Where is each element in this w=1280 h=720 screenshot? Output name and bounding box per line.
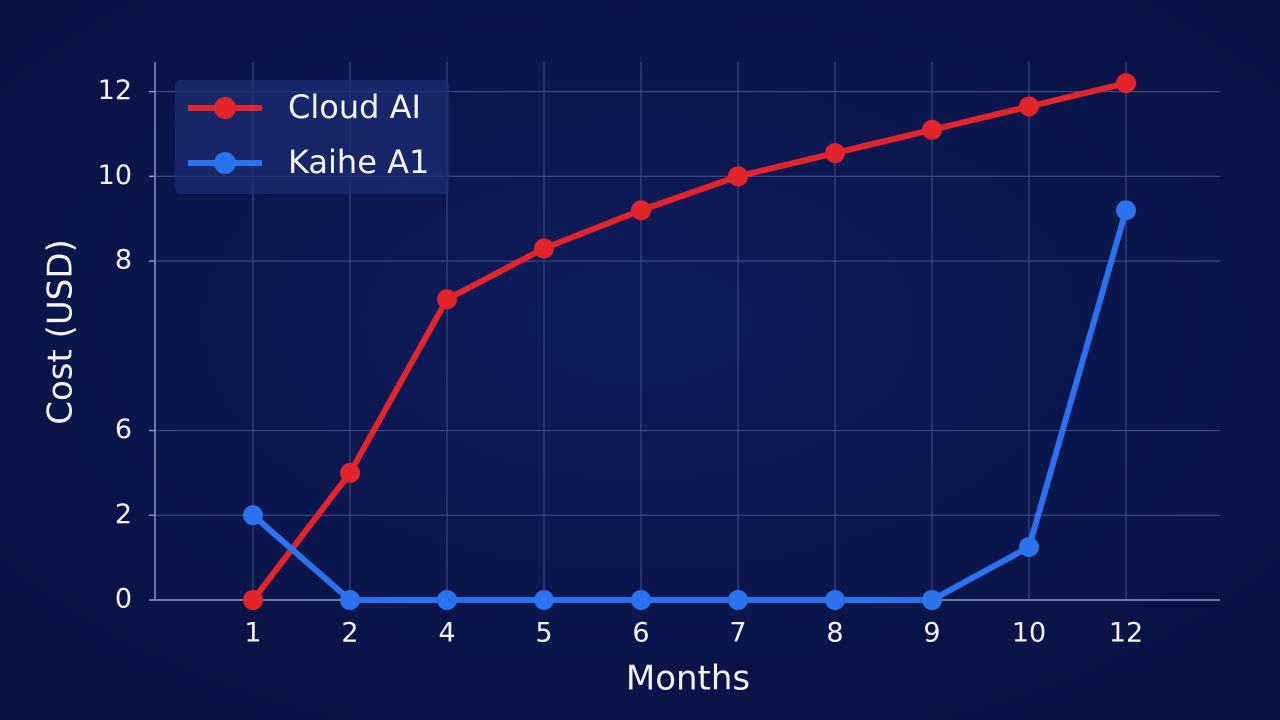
legend-label: Cloud AI bbox=[288, 88, 421, 126]
data-point bbox=[534, 590, 554, 610]
data-point bbox=[631, 590, 651, 610]
x-tick-label: 7 bbox=[729, 618, 746, 649]
data-point bbox=[728, 590, 748, 610]
legend-marker bbox=[214, 97, 236, 119]
x-tick-label: 6 bbox=[632, 618, 649, 649]
series-line bbox=[250, 80, 1129, 603]
y-tick-label: 12 bbox=[98, 75, 132, 106]
x-tick-label: 12 bbox=[1109, 618, 1143, 649]
x-tick-label: 5 bbox=[535, 618, 552, 649]
data-point bbox=[728, 166, 748, 187]
y-tick-label: 6 bbox=[115, 414, 132, 445]
data-point bbox=[437, 289, 457, 310]
x-tick-label: 1 bbox=[244, 618, 261, 649]
series-line bbox=[250, 207, 1129, 603]
legend-marker bbox=[214, 152, 236, 174]
x-tick-label: 4 bbox=[438, 618, 455, 649]
data-point bbox=[1116, 73, 1136, 94]
data-point bbox=[1116, 200, 1136, 221]
y-tick-label: 8 bbox=[115, 245, 132, 276]
x-tick-label: 9 bbox=[923, 618, 940, 649]
legend-label: Kaihe A1 bbox=[288, 143, 429, 181]
data-point bbox=[243, 505, 263, 526]
data-point bbox=[1019, 537, 1039, 558]
y-tick-label: 10 bbox=[98, 160, 132, 191]
x-tick-label: 8 bbox=[826, 618, 843, 649]
data-point bbox=[825, 143, 845, 164]
data-point bbox=[437, 590, 457, 610]
data-point bbox=[243, 590, 263, 610]
data-point bbox=[922, 590, 942, 610]
data-point bbox=[631, 200, 651, 221]
x-axis-title: Months bbox=[626, 659, 750, 699]
data-point bbox=[1019, 96, 1039, 117]
data-point bbox=[922, 119, 942, 140]
x-tick-label: 2 bbox=[341, 618, 358, 649]
plot-area bbox=[243, 73, 1136, 610]
legend: Cloud AI Kaihe A1 bbox=[175, 80, 449, 194]
x-tick-label: 10 bbox=[1012, 618, 1046, 649]
data-point bbox=[340, 462, 360, 483]
y-tick-label: 2 bbox=[115, 499, 132, 530]
data-point bbox=[340, 590, 360, 610]
y-tick-label: 0 bbox=[115, 584, 132, 615]
data-point bbox=[534, 238, 554, 259]
data-point bbox=[825, 590, 845, 610]
y-axis-title: Cost (USD) bbox=[41, 239, 81, 425]
